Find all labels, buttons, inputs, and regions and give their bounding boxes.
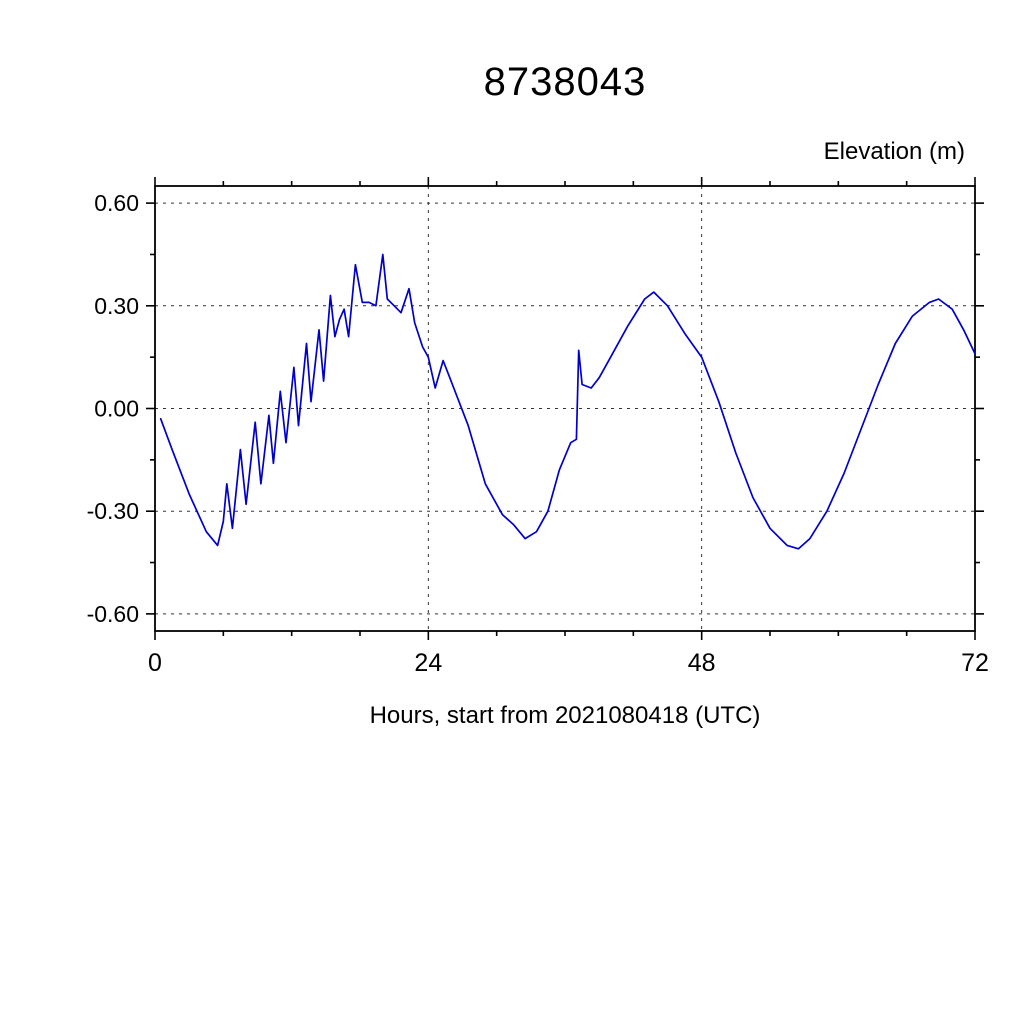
x-tick-label: 0: [148, 649, 162, 677]
x-tick-label: 72: [961, 649, 989, 677]
data-line-elevation: [159, 253, 976, 550]
y-tick-label: -0.30: [87, 498, 139, 524]
plot-frame: [154, 185, 976, 632]
y-tick-label: -0.60: [87, 601, 139, 627]
x-tick-label: 48: [688, 649, 716, 677]
chart-title: 8738043: [483, 60, 647, 104]
y-tick-label: 0.30: [94, 293, 139, 319]
y-tick-label: 0.00: [94, 396, 139, 422]
x-tick-label: 24: [414, 649, 442, 677]
y-tick-label: 0.60: [94, 190, 139, 216]
x-axis-title: Hours, start from 2021080418 (UTC): [369, 702, 761, 729]
y-axis-title: Elevation (m): [823, 138, 965, 165]
